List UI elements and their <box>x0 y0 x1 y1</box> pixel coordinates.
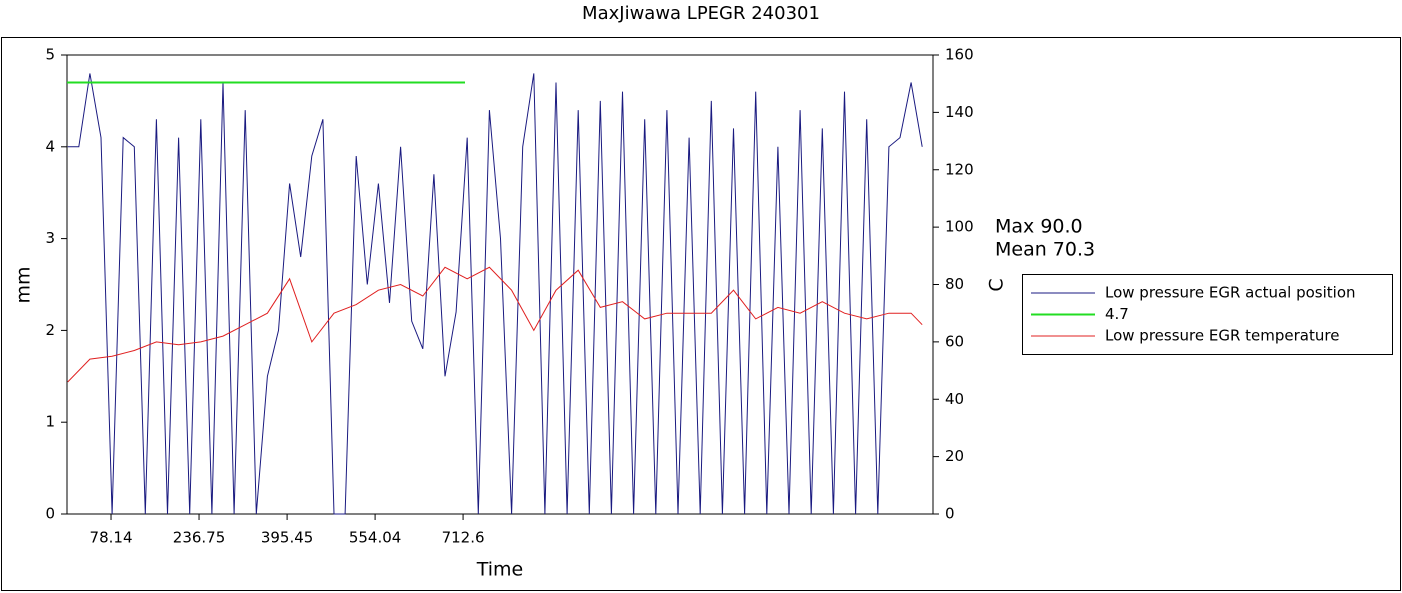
y-tick-label: 4 <box>45 137 55 155</box>
y2-axis-label: C <box>986 278 1008 291</box>
plot-area <box>66 54 934 515</box>
y2-tick-label: 60 <box>945 332 964 350</box>
y2-tick-label: 80 <box>945 275 964 293</box>
y2-tick-label: 40 <box>945 390 964 408</box>
series-line <box>67 73 923 515</box>
y2-tick-label: 100 <box>945 218 974 236</box>
y2-tick-label: 20 <box>945 447 964 465</box>
legend-label: Low pressure EGR actual position <box>1105 284 1356 302</box>
x-tick-label: 554.04 <box>349 529 402 547</box>
y2-tick-label: 120 <box>945 160 974 178</box>
y-tick-label: 3 <box>45 229 55 247</box>
x-tick-label: 395.45 <box>261 529 314 547</box>
y2-tick-label: 140 <box>945 103 974 121</box>
y-tick-label: 2 <box>45 321 55 339</box>
y-axis-label: mm <box>13 266 35 303</box>
annotation: Max 90.0 <box>995 216 1083 238</box>
y-tick-label: 0 <box>45 505 55 523</box>
x-tick-label: 712.6 <box>442 529 485 547</box>
y-tick-label: 5 <box>45 46 55 64</box>
annotation: Mean 70.3 <box>995 239 1095 261</box>
x-axis-label: Time <box>476 559 524 581</box>
x-tick-label: 78.14 <box>90 529 133 547</box>
x-tick-label: 236.75 <box>173 529 226 547</box>
legend-label: 4.7 <box>1105 305 1129 323</box>
frame <box>1 37 1401 591</box>
chart-title: MaxJiwawa LPEGR 240301 <box>582 3 820 24</box>
y2-tick-label: 0 <box>945 505 955 523</box>
y-tick-label: 1 <box>45 413 55 431</box>
y2-tick-label: 160 <box>945 46 974 64</box>
legend-label: Low pressure EGR temperature <box>1105 327 1339 345</box>
series-line <box>67 266 923 383</box>
